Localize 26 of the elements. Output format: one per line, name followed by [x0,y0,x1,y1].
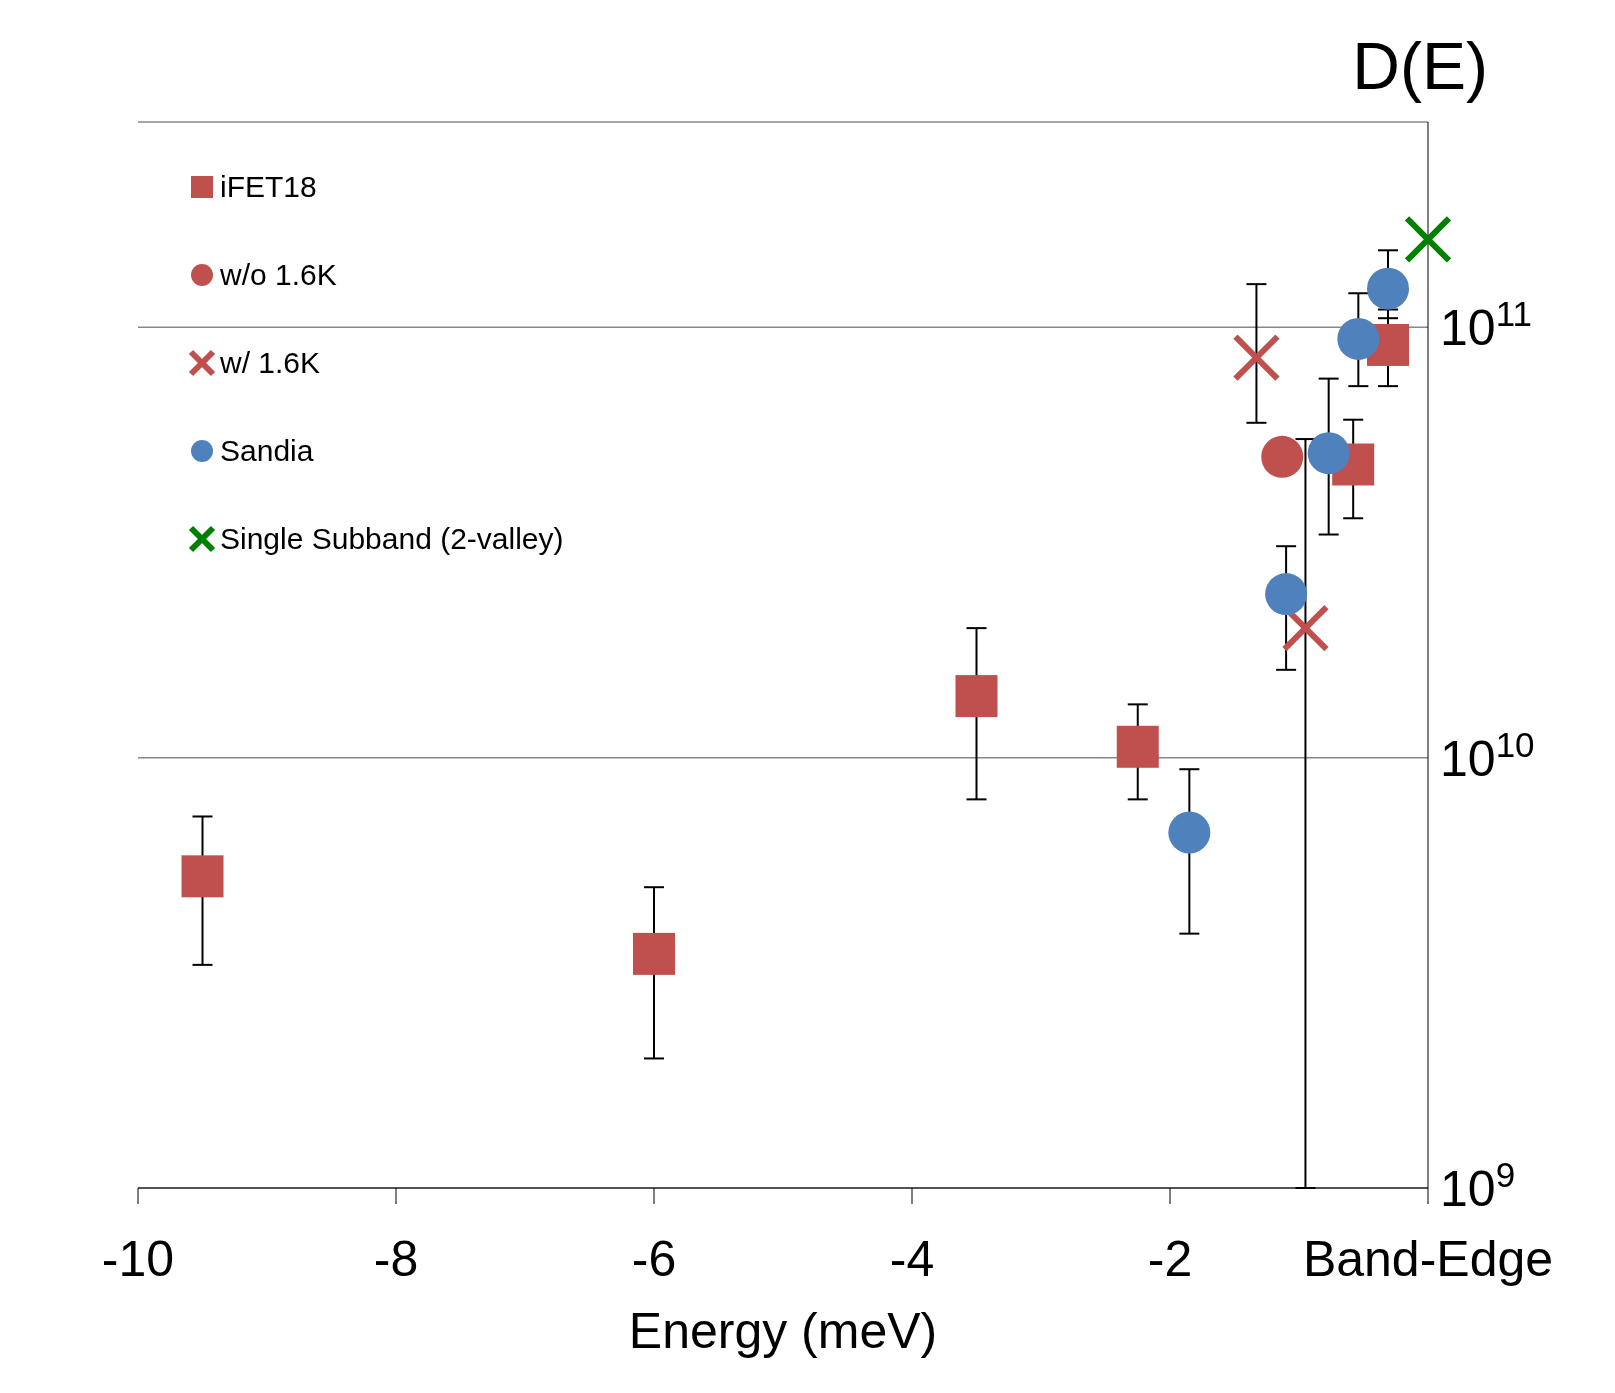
y-tick-label: 10$^{9}$ [1440,1154,1516,1217]
x-tick-label: -4 [889,1231,935,1287]
point [1337,317,1380,360]
point [633,932,675,975]
legend-label: iFET18 [220,170,317,204]
y-tick-label: 10$^{10}$ [1440,724,1535,787]
legend-label: w/ 1.6K [220,346,321,380]
legend-label: Sandia [220,434,314,468]
x-tick-label: -2 [1147,1231,1193,1287]
point [1168,811,1211,854]
legend-label: Single Subband (2-valley) [220,522,564,556]
point [1265,573,1308,616]
point [1307,432,1350,475]
x-axis-title: Energy (meV) [628,1303,938,1359]
point [181,855,224,898]
x-tick-label: -6 [631,1231,677,1287]
point [1367,267,1410,310]
x-tick-label: Band-Edge [1302,1231,1554,1287]
chart-title: D(E) [1352,28,1488,104]
x-tick-label: -8 [373,1231,419,1287]
point [1116,725,1159,768]
point [1261,435,1304,478]
legend-label: w/o 1.6K [220,258,337,292]
point [955,675,998,718]
x-tick-label: -10 [101,1231,175,1287]
y-tick-label: 10$^{11}$ [1440,293,1532,357]
